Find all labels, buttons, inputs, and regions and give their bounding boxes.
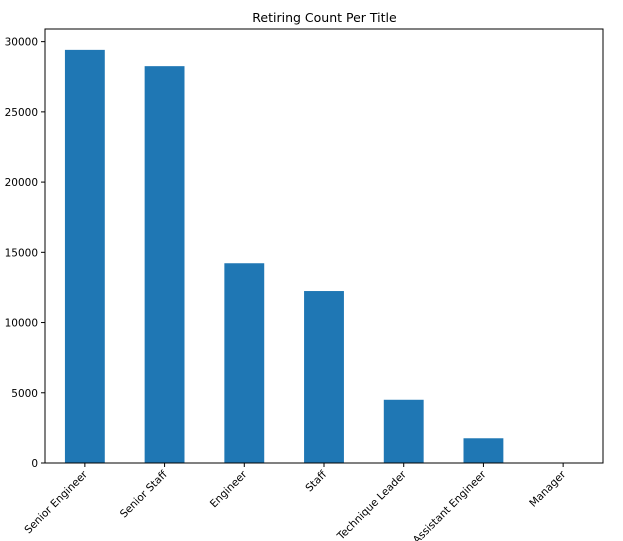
bar-senior-engineer bbox=[64, 49, 105, 464]
y-tick-label: 25000 bbox=[5, 107, 38, 119]
y-tick-label: 30000 bbox=[5, 37, 38, 49]
bar-engineer bbox=[224, 263, 265, 463]
chart-title: Retiring Count Per Title bbox=[252, 10, 397, 25]
x-axis: Senior Engineer Senior Staff Engineer Staff… bbox=[22, 463, 569, 541]
bar-assistant-engineer bbox=[463, 438, 504, 463]
bar-technique-leader bbox=[383, 399, 424, 463]
x-tick-label: Technique Leader bbox=[334, 468, 409, 541]
y-tick-label: 5000 bbox=[11, 388, 38, 400]
y-axis: 0 5000 10000 15000 20000 25000 30000 bbox=[5, 37, 45, 470]
x-tick-label: Staff bbox=[303, 468, 329, 494]
y-tick-label: 20000 bbox=[5, 177, 38, 189]
bars-group bbox=[64, 49, 584, 464]
y-tick-label: 15000 bbox=[5, 247, 38, 259]
x-tick-label: Engineer bbox=[208, 468, 250, 510]
x-tick-label: Senior Engineer bbox=[22, 468, 90, 536]
x-tick-label: Manager bbox=[527, 468, 569, 510]
x-tick-label: Assistant Engineer bbox=[411, 468, 489, 541]
bar-staff bbox=[304, 291, 344, 463]
bar-senior-staff bbox=[144, 66, 185, 463]
y-tick-label: 10000 bbox=[5, 318, 38, 330]
y-tick-label: 0 bbox=[31, 458, 38, 470]
x-tick-label: Senior Staff bbox=[118, 468, 170, 520]
plot-frame bbox=[44, 28, 604, 464]
